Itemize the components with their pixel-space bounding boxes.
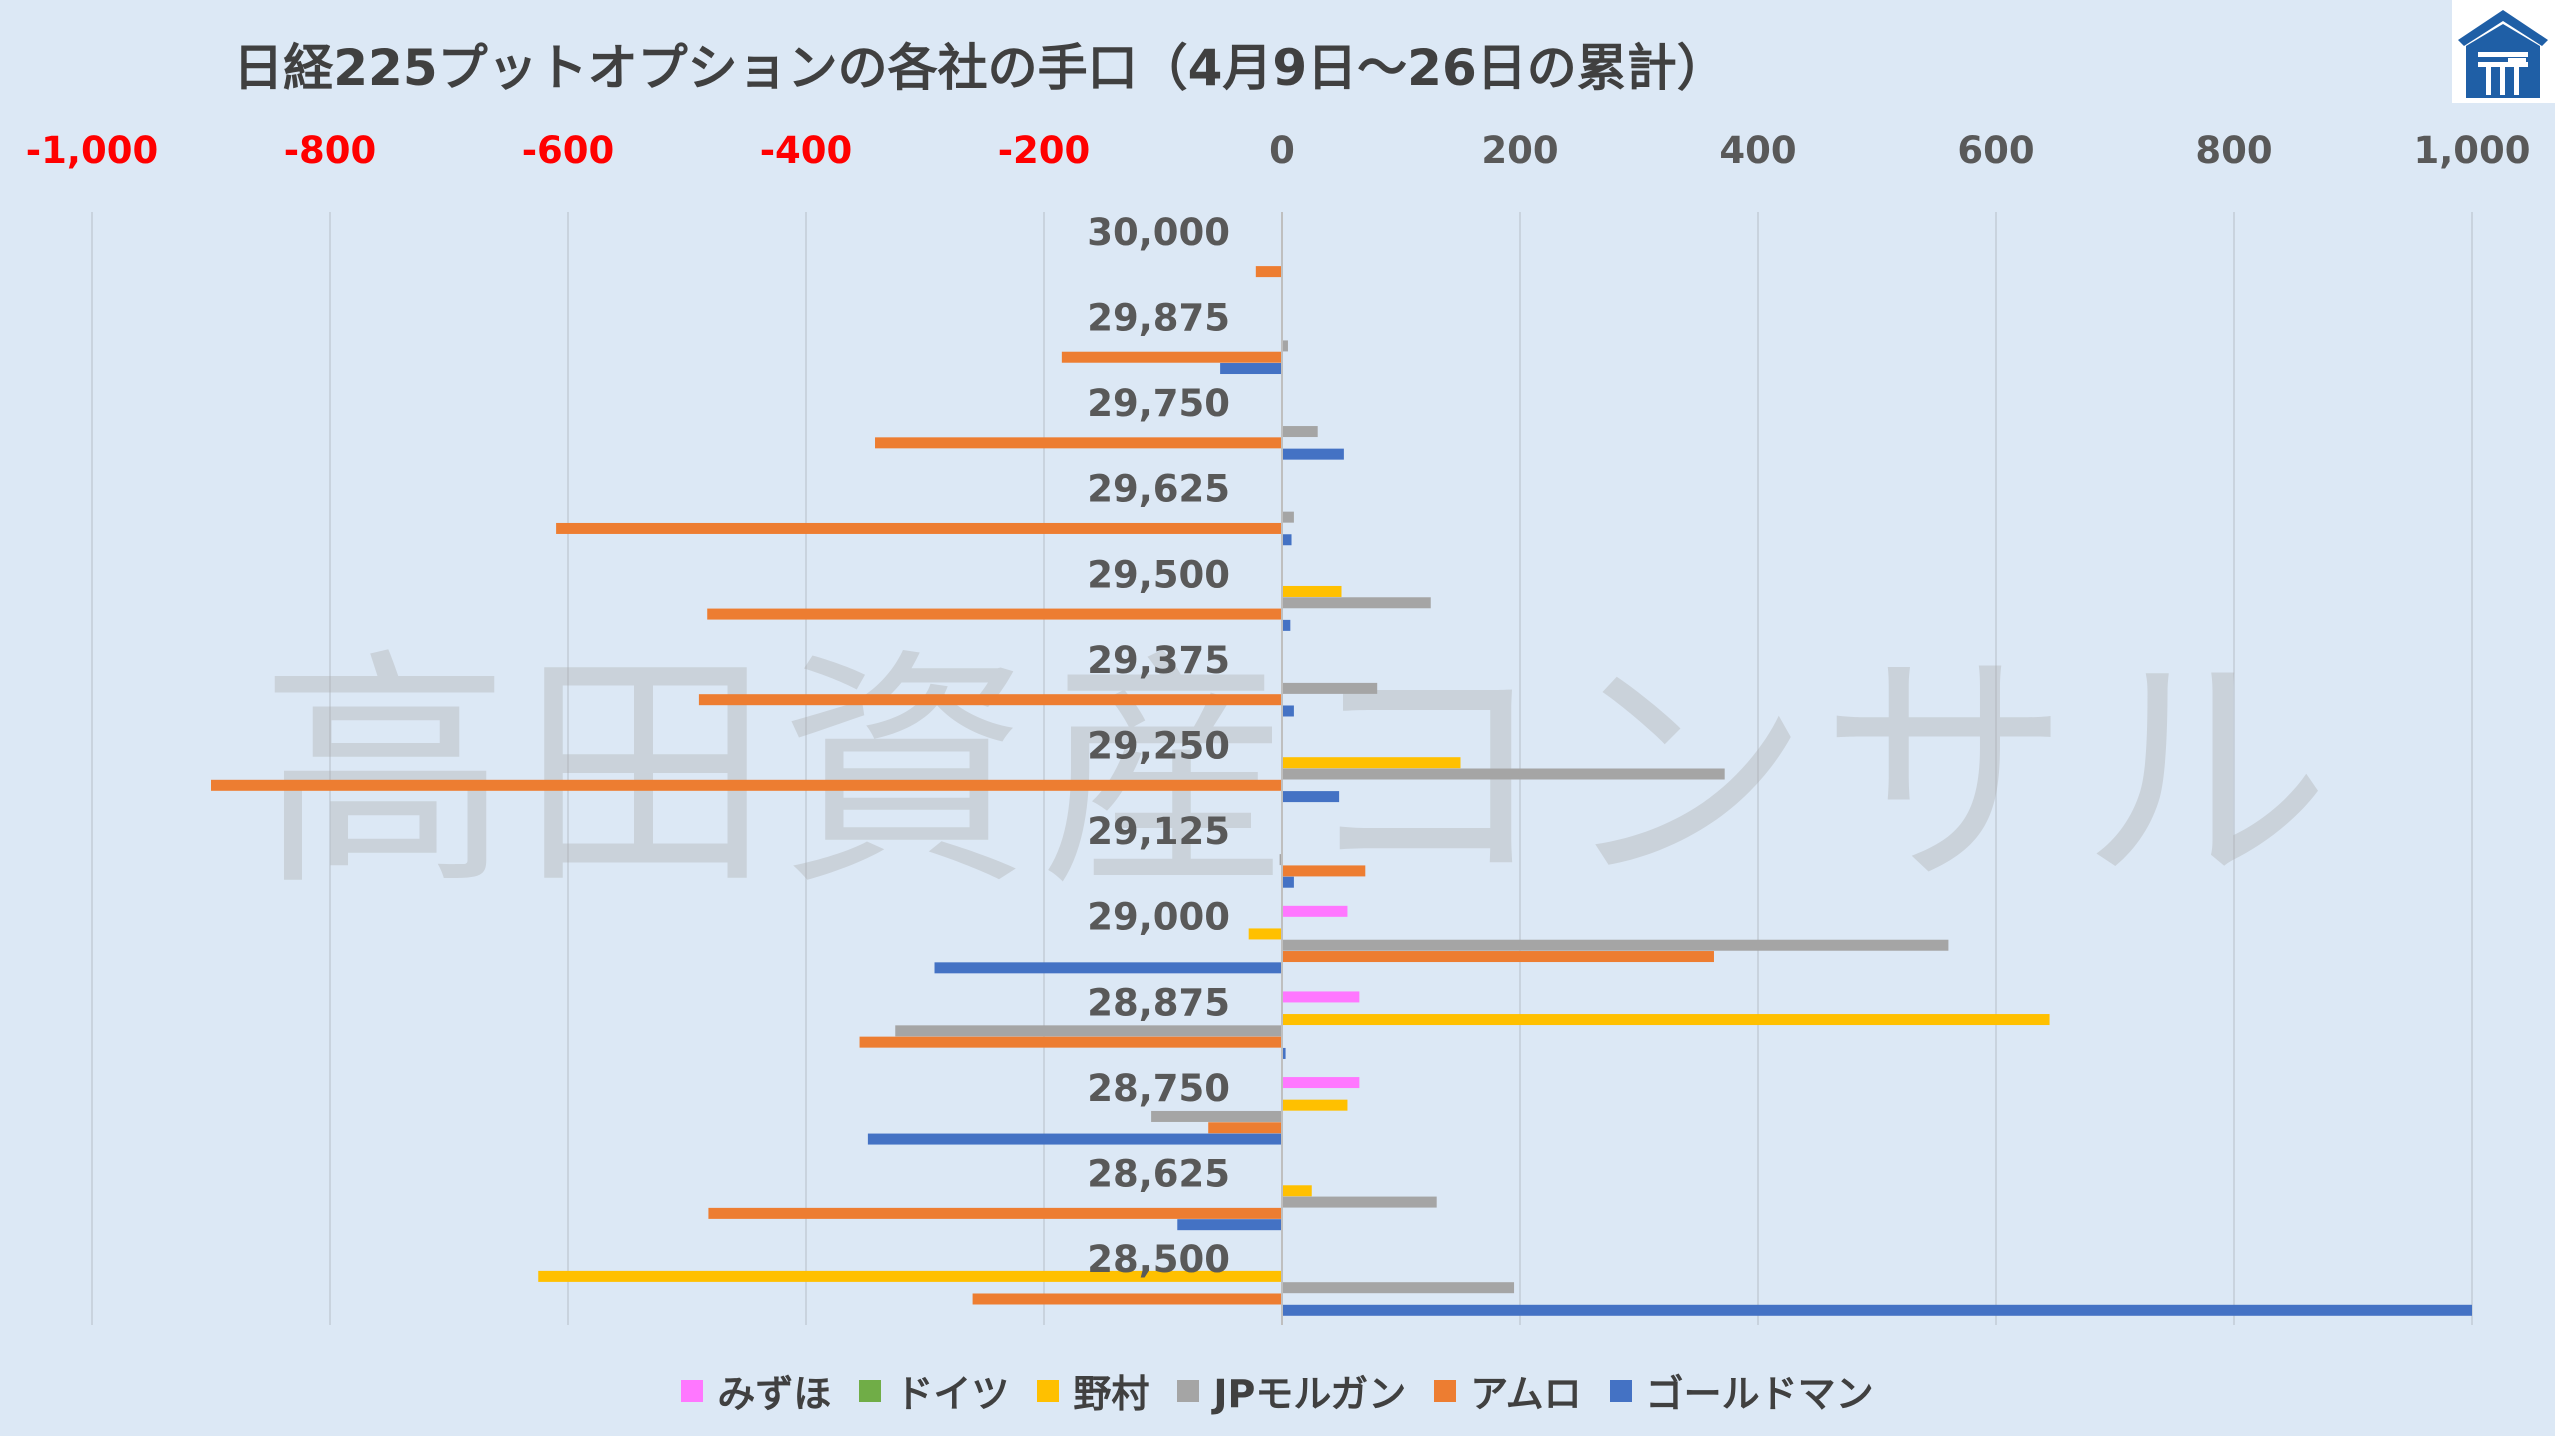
category-label: 28,625 <box>1087 1153 1230 1196</box>
bar-野村-28,875 <box>1282 1014 2050 1026</box>
legend-item: 野村 <box>1037 1363 1149 1418</box>
bar-ゴールドマン-29,375 <box>1282 705 1294 717</box>
legend-swatch <box>681 1379 704 1402</box>
bar-野村-28,625 <box>1282 1185 1312 1197</box>
bar-ゴールドマン-29,750 <box>1282 448 1344 460</box>
bar-アムロ-29,750 <box>875 437 1282 449</box>
bar-みずほ-28,875 <box>1282 991 1360 1003</box>
bar-JPモルガン-28,500 <box>1282 1282 1515 1294</box>
x-tick-label: 600 <box>1957 129 2034 172</box>
category-label: 29,125 <box>1087 810 1230 853</box>
bar-JPモルガン-29,000 <box>1282 939 1949 951</box>
chart-title: 日経225プットオプションの各社の手口（4月9日～26日の累計） <box>233 39 1727 97</box>
bar-JPモルガン-29,625 <box>1282 511 1294 523</box>
legend-swatch <box>1609 1379 1632 1402</box>
legend-swatch <box>859 1379 882 1402</box>
bar-ゴールドマン-28,750 <box>867 1133 1282 1145</box>
category-label: 29,750 <box>1087 382 1230 425</box>
x-tick-label: 0 <box>1269 129 1295 172</box>
category-label: 29,875 <box>1087 296 1230 339</box>
x-tick-label: 200 <box>1481 129 1558 172</box>
bar-ゴールドマン-29,625 <box>1282 534 1292 546</box>
bar-野村-29,250 <box>1282 757 1461 769</box>
category-label: 29,375 <box>1087 639 1230 682</box>
bar-ゴールドマン-29,000 <box>934 962 1282 974</box>
legend-item: みずほ <box>681 1363 831 1418</box>
bar-ゴールドマン-29,125 <box>1282 876 1294 888</box>
bar-アムロ-29,875 <box>1061 351 1282 363</box>
bar-JPモルガン-29,500 <box>1282 597 1431 609</box>
bar-アムロ-28,500 <box>972 1293 1282 1305</box>
legend-label: アムロ <box>1470 1372 1582 1416</box>
x-tick-label: 800 <box>2195 129 2272 172</box>
bar-アムロ-28,875 <box>859 1036 1282 1048</box>
legend-item: ゴールドマン <box>1609 1363 1874 1418</box>
x-tick-label: -1,000 <box>26 129 158 172</box>
bar-アムロ-29,250 <box>211 779 1282 791</box>
x-tick-label: -400 <box>760 129 853 172</box>
legend-swatch <box>1037 1379 1060 1402</box>
legend-label: 野村 <box>1073 1372 1150 1416</box>
bar-アムロ-28,750 <box>1208 1122 1282 1134</box>
x-tick-label: -200 <box>998 129 1091 172</box>
bar-野村-29,500 <box>1282 585 1342 597</box>
company-logo <box>2452 0 2555 103</box>
chart-legend: みずほ ドイツ 野村 JPモルガン アムロ ゴールドマン <box>0 1363 2555 1418</box>
legend-label: JPモルガン <box>1213 1372 1407 1416</box>
category-label: 28,500 <box>1087 1238 1230 1281</box>
legend-item: アムロ <box>1434 1363 1582 1418</box>
bar-みずほ-28,750 <box>1282 1077 1360 1089</box>
legend-item: ドイツ <box>859 1363 1009 1418</box>
x-tick-label: 400 <box>1719 129 1796 172</box>
bar-アムロ-30,000 <box>1255 266 1282 278</box>
bar-野村-28,750 <box>1282 1099 1348 1111</box>
category-label: 28,750 <box>1087 1067 1230 1110</box>
category-label: 29,250 <box>1087 725 1230 768</box>
legend-label: ドイツ <box>895 1372 1010 1416</box>
bar-アムロ-29,000 <box>1282 951 1714 963</box>
category-label: 29,000 <box>1087 896 1230 939</box>
legend-item: JPモルガン <box>1177 1363 1406 1418</box>
bar-アムロ-29,375 <box>698 694 1282 706</box>
bar-JPモルガン-29,250 <box>1282 768 1725 780</box>
bar-JPモルガン-29,125 <box>1279 854 1282 866</box>
bar-アムロ-29,625 <box>556 522 1282 534</box>
legend-label: ゴールドマン <box>1645 1372 1874 1416</box>
legend-swatch <box>1434 1379 1457 1402</box>
bar-アムロ-28,625 <box>708 1207 1282 1219</box>
bar-JPモルガン-28,875 <box>895 1025 1282 1037</box>
category-label: 28,875 <box>1087 981 1230 1024</box>
category-label: 30,000 <box>1087 211 1230 254</box>
x-tick-label: -600 <box>522 129 615 172</box>
bar-アムロ-29,500 <box>707 608 1282 620</box>
bar-野村-29,000 <box>1248 928 1282 940</box>
bar-ゴールドマン-29,875 <box>1220 363 1282 375</box>
legend-label: みずほ <box>717 1372 832 1416</box>
bar-みずほ-29,000 <box>1282 905 1348 917</box>
bar-ゴールドマン-28,625 <box>1177 1219 1282 1231</box>
bar-ゴールドマン-29,250 <box>1282 791 1340 803</box>
bar-ゴールドマン-29,500 <box>1282 619 1291 631</box>
bar-JPモルガン-29,750 <box>1282 426 1318 438</box>
bar-野村-28,500 <box>538 1270 1282 1282</box>
x-tick-label: 1,000 <box>2413 129 2530 172</box>
legend-swatch <box>1177 1379 1200 1402</box>
bar-ゴールドマン-28,500 <box>1282 1304 2472 1316</box>
bar-JPモルガン-29,875 <box>1282 340 1288 352</box>
category-label: 29,500 <box>1087 553 1230 596</box>
bar-ゴールドマン-28,875 <box>1282 1047 1286 1059</box>
bar-アムロ-29,125 <box>1282 865 1366 877</box>
category-label: 29,625 <box>1087 468 1230 511</box>
bar-JPモルガン-28,625 <box>1282 1196 1437 1208</box>
bar-JPモルガン-29,375 <box>1282 682 1378 694</box>
bar-JPモルガン-28,750 <box>1151 1110 1282 1122</box>
x-tick-label: -800 <box>284 129 377 172</box>
